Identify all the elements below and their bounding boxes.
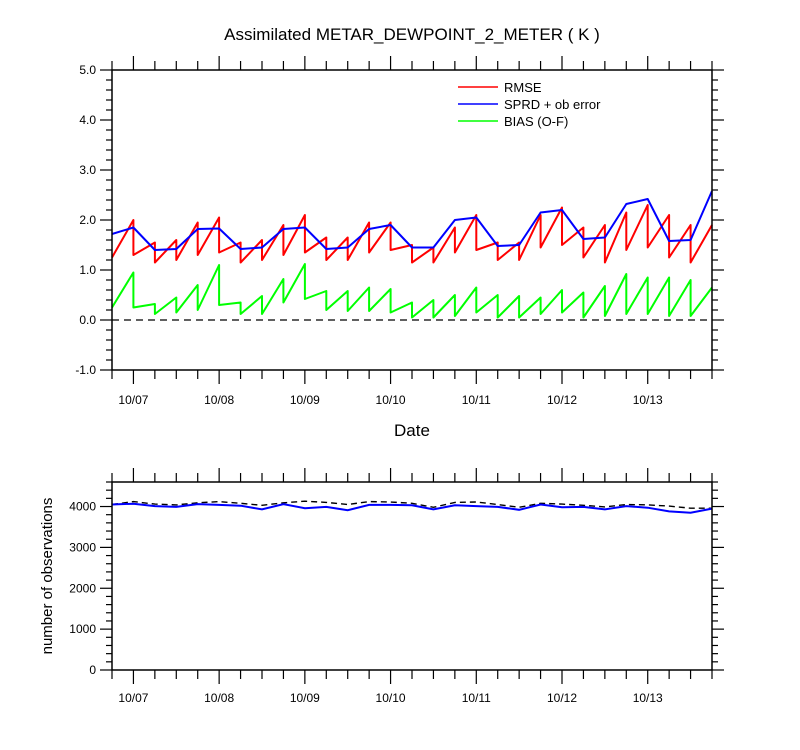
bottom-x-tick-label: 10/11 (462, 691, 491, 705)
top-tick-marks (100, 56, 724, 384)
top-x-tick-label: 10/07 (118, 393, 148, 407)
bottom-x-tick-label: 10/07 (118, 691, 148, 705)
bottom-y-tick-label: 2000 (69, 581, 96, 595)
bottom-x-tick-labels: 10/07 10/08 10/09 10/10 10/11 10/12 10/13 (118, 691, 663, 705)
top-y-tick-label: 5.0 (79, 63, 96, 77)
series-line-rmse (111, 204, 713, 264)
top-series-group (111, 190, 713, 321)
legend: RMSE SPRD + ob error BIAS (O-F) (458, 80, 601, 129)
top-y-tick-label: 3.0 (79, 163, 96, 177)
bottom-y-tick-label: 0 (89, 663, 96, 677)
top-y-tick-label: 4.0 (79, 113, 96, 127)
top-y-tick-label: -1.0 (75, 363, 96, 377)
top-x-tick-label: 10/12 (547, 393, 577, 407)
bottom-x-tick-label: 10/13 (633, 691, 663, 705)
top-y-tick-label: 0.0 (79, 313, 96, 327)
top-x-tick-label: 10/13 (633, 393, 663, 407)
legend-label: SPRD + ob error (504, 97, 601, 112)
observations-possible-line (111, 500, 712, 509)
bottom-x-tick-label: 10/10 (376, 691, 406, 705)
top-y-tick-labels: -1.0 0.0 1.0 2.0 3.0 4.0 5.0 (75, 63, 96, 377)
series-line-sprd-ob-error (111, 190, 713, 251)
top-x-tick-label: 10/09 (290, 393, 320, 407)
x-axis-label: Date (394, 421, 430, 440)
top-x-tick-label: 10/10 (376, 393, 406, 407)
top-plot-frame (111, 69, 713, 371)
rmse-spread-bias-plot: -1.00.01.02.03.04.05.0 10/07 10/08 10/09 10… (75, 56, 724, 407)
legend-label: BIAS (O-F) (504, 114, 568, 129)
series-line-bias-o-f (111, 263, 713, 319)
bottom-tick-marks (100, 468, 724, 684)
bottom-y-tick-labels: 0 1000 2000 3000 4000 (69, 500, 96, 677)
top-x-tick-label: 10/08 (204, 393, 234, 407)
observations-assimilated-line (111, 502, 713, 514)
chart-title: Assimilated METAR_DEWPOINT_2_METER ( K ) (224, 25, 600, 44)
top-y-tick-label: 2.0 (79, 213, 96, 227)
bottom-y-tick-label: 4000 (69, 500, 96, 514)
bottom-plot-frame (111, 481, 713, 671)
bottom-x-tick-label: 10/08 (204, 691, 234, 705)
bottom-x-tick-label: 10/12 (547, 691, 577, 705)
bottom-y-tick-label: 1000 (69, 622, 96, 636)
bottom-series-group (111, 500, 713, 514)
top-x-tick-labels: 10/07 10/08 10/09 10/10 10/11 10/12 10/13 (118, 393, 663, 407)
bottom-y-axis-label: number of observations (39, 498, 56, 655)
top-x-tick-label: 10/11 (462, 393, 491, 407)
bottom-y-tick-label: 3000 (69, 540, 96, 554)
top-y-tick-label: 1.0 (79, 263, 96, 277)
legend-label: RMSE (504, 80, 542, 95)
bottom-x-tick-label: 10/09 (290, 691, 320, 705)
